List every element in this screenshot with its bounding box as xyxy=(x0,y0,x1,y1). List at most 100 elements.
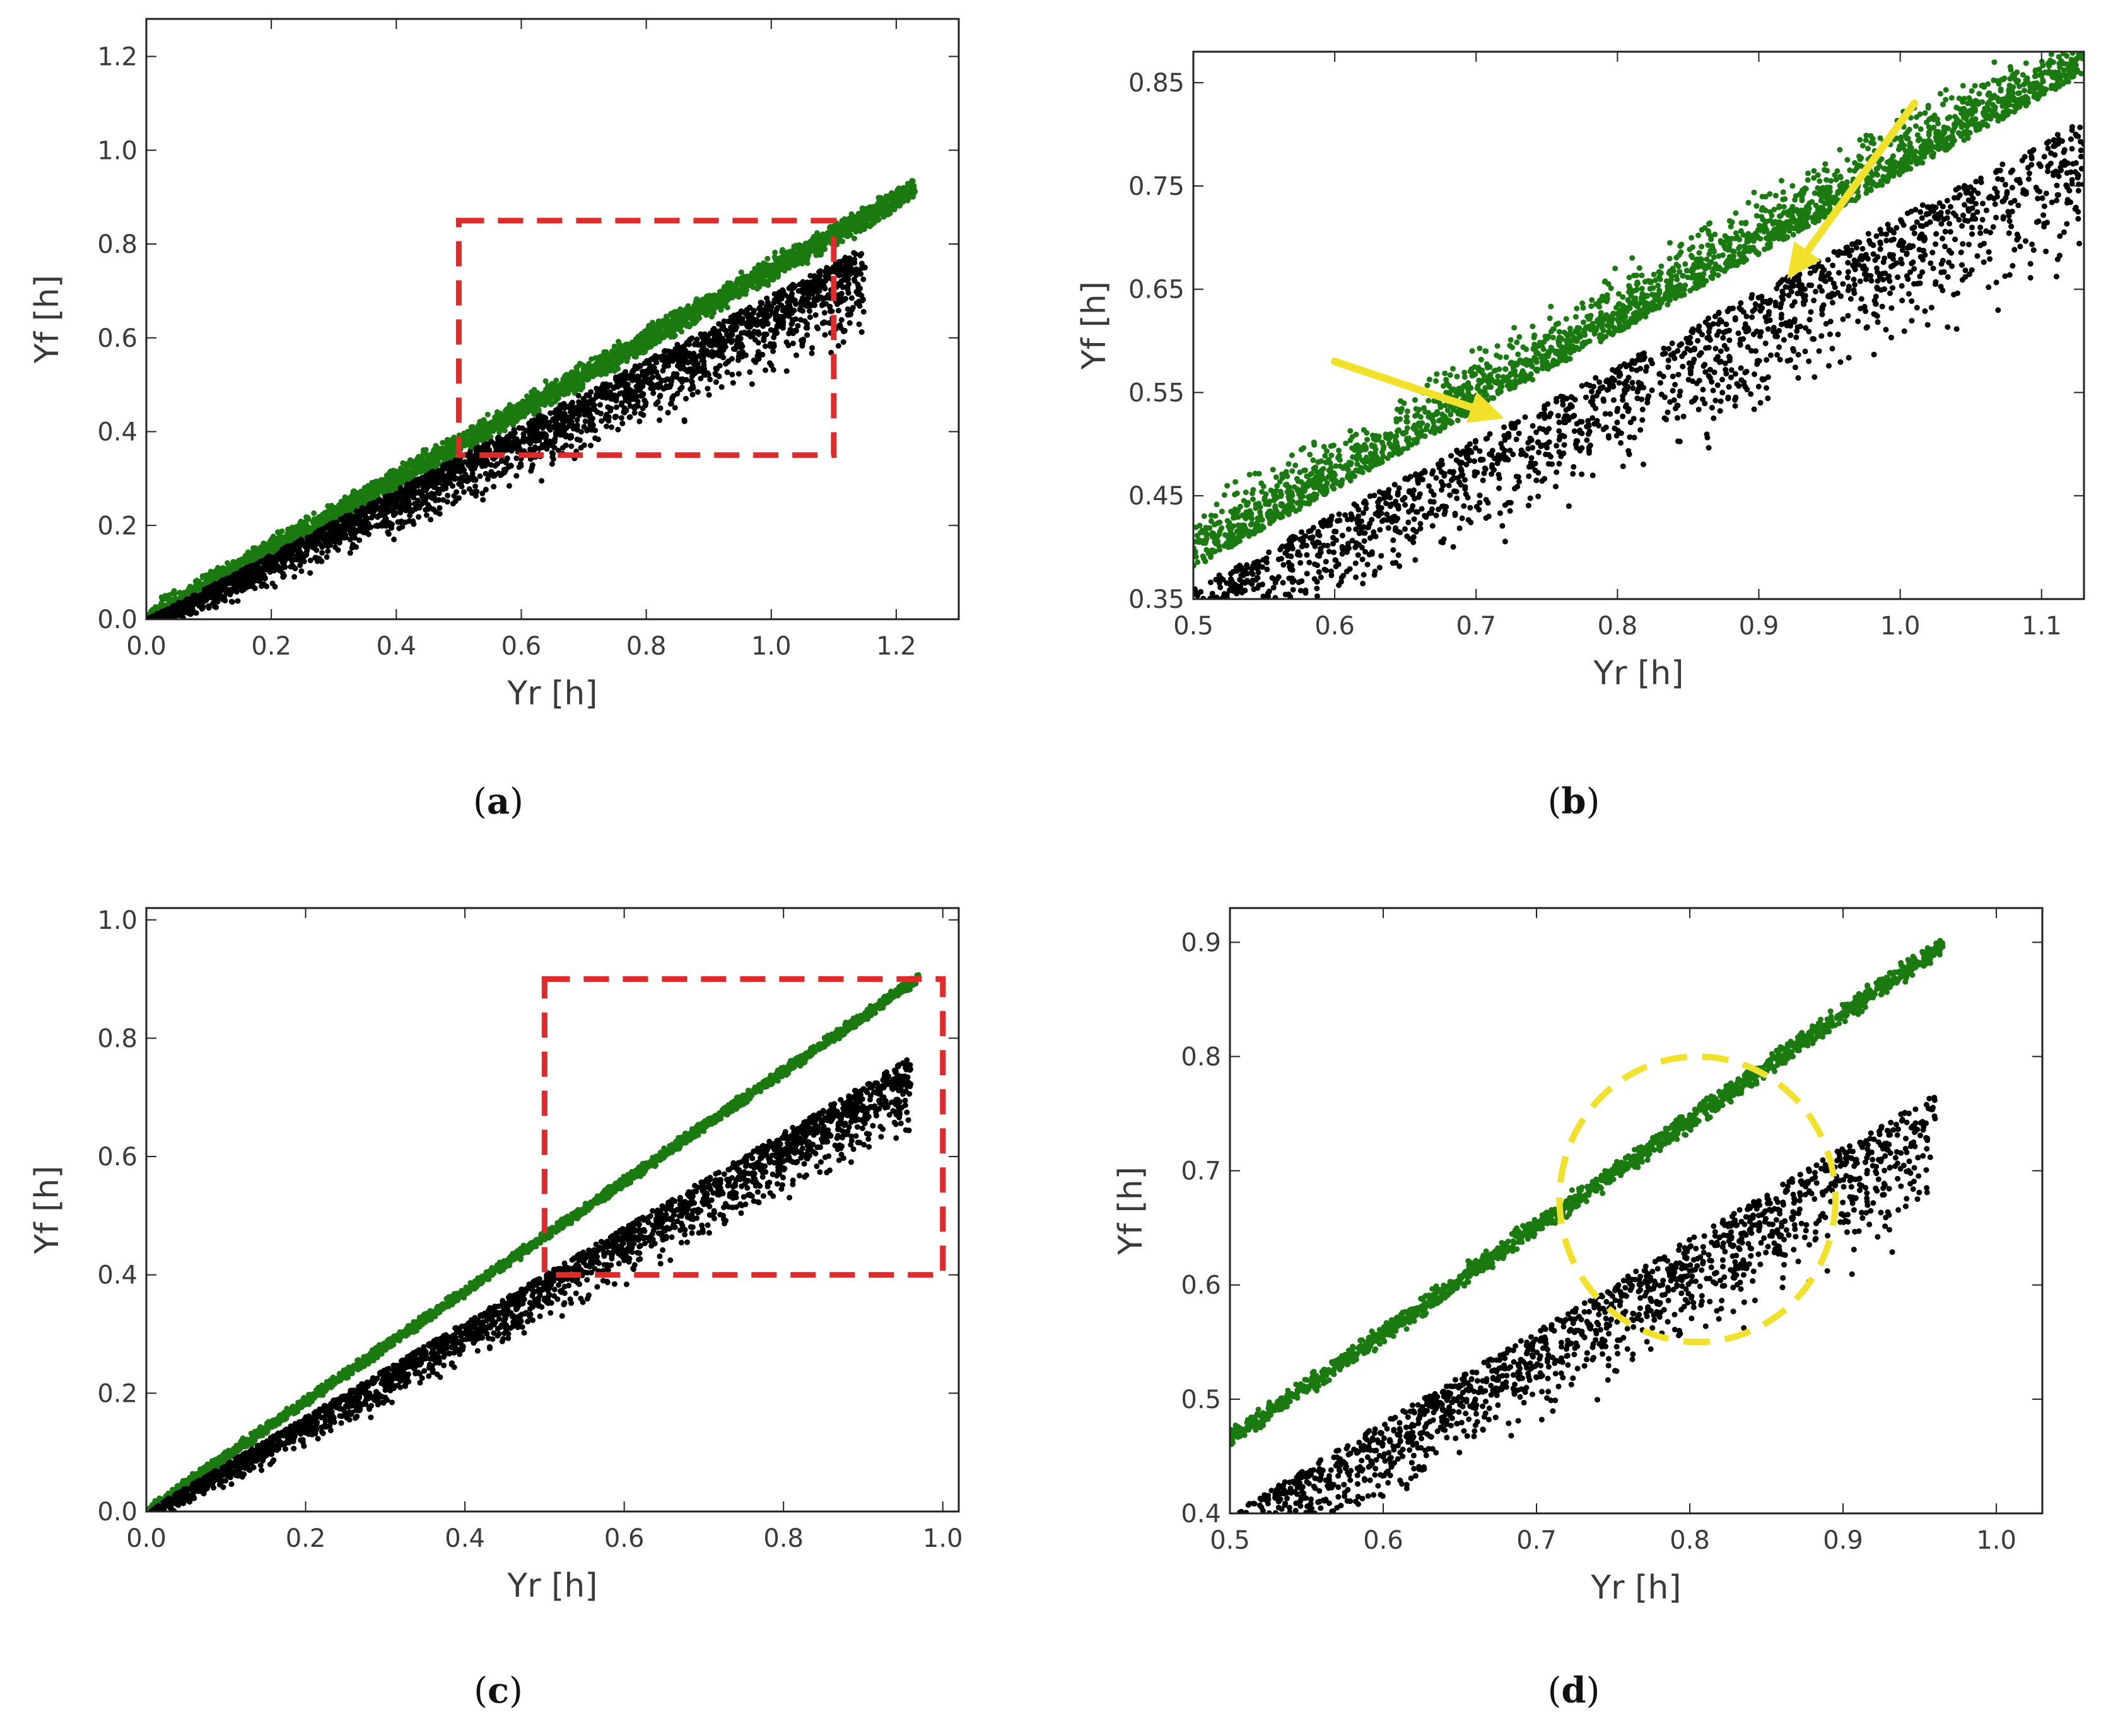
panel-a-point-black xyxy=(718,384,725,390)
panel-a-point-green xyxy=(194,578,200,584)
panel-a-point-black xyxy=(570,399,575,405)
panel-a-point-black xyxy=(516,464,522,470)
panel-a-point-green xyxy=(738,269,744,276)
panel-a-point-green xyxy=(484,428,490,434)
panel-a-point-black xyxy=(840,339,846,345)
panel-a-point-green xyxy=(443,445,450,451)
panel-a-point-green xyxy=(342,504,348,510)
panel-a-point-black xyxy=(626,414,633,421)
panel-a-point-green xyxy=(237,561,243,567)
panel-a-point-green xyxy=(846,216,852,222)
panel-a-point-green xyxy=(780,247,786,253)
panel-a-point-black xyxy=(745,323,751,330)
panel-a-point-green xyxy=(543,388,549,395)
panel-a-point-green xyxy=(350,497,356,503)
panel-a-point-green xyxy=(604,359,611,365)
panel-a-point-black xyxy=(529,462,535,468)
panel-a-point-black xyxy=(428,516,434,523)
panel-a-point-green xyxy=(670,312,676,318)
panel-a-series-black xyxy=(146,250,868,619)
panel-a-series-green xyxy=(146,178,918,619)
panel-a-point-green xyxy=(641,341,647,347)
panel-a-point-green xyxy=(500,419,506,426)
panel-a-point-green xyxy=(693,296,699,302)
panel-a-point-green xyxy=(822,234,829,240)
panel-a-point-green xyxy=(563,387,570,393)
panel-a-point-green xyxy=(801,250,807,257)
panel-a-point-green xyxy=(368,488,375,494)
panel-a-point-green xyxy=(889,190,895,196)
panel-a-point-green xyxy=(861,226,867,232)
panel-a-point-green xyxy=(850,226,857,233)
panel-a-point-black xyxy=(452,461,459,467)
panel-a-point-green xyxy=(771,254,778,260)
panel-a-point-green xyxy=(210,575,216,581)
panel-a-point-black xyxy=(539,478,545,484)
panel-a-point-green xyxy=(908,192,914,199)
panel-a-point-green xyxy=(561,392,567,398)
panel-a-point-green xyxy=(312,519,318,525)
panel-a-point-green xyxy=(870,206,876,213)
panel-a-point-black xyxy=(484,441,490,447)
panel-a-point-black xyxy=(833,262,840,268)
panel-a-point-green xyxy=(288,527,295,533)
panel-a-point-green xyxy=(782,265,788,271)
panel-a-point-green xyxy=(611,368,617,374)
panel-a-point-green xyxy=(623,341,629,347)
panel-a-point-green xyxy=(438,455,445,461)
panel-a-point-green xyxy=(554,396,561,402)
panel-a-point-green xyxy=(909,178,915,184)
panel-a-point-green xyxy=(773,266,779,272)
panel-a-point-green xyxy=(879,209,885,215)
panel-a-point-black xyxy=(397,510,404,516)
panel-a-point-green xyxy=(778,257,785,264)
panel-a-point-green xyxy=(653,338,660,344)
panel-a-point-black xyxy=(650,390,657,396)
panel-a-point-green xyxy=(764,255,771,262)
panel-a-point-black xyxy=(395,519,401,525)
panel-a-point-green xyxy=(402,461,409,467)
panel-a-point-green xyxy=(828,224,833,230)
panel-a-point-green xyxy=(727,280,734,286)
panel-a-point-black xyxy=(477,473,483,479)
panel-a-point-green xyxy=(684,306,691,312)
panel-a-point-black xyxy=(825,274,831,280)
panel-a-point-black xyxy=(857,252,863,258)
panel-a-point-green xyxy=(704,306,710,312)
panel-a-point-black xyxy=(838,317,845,323)
panel-a-point-black xyxy=(743,352,749,358)
panel-a-point-black xyxy=(454,489,460,495)
panel-a-point-black xyxy=(657,393,663,400)
panel-a-point-green xyxy=(640,347,647,353)
panel-a-point-green xyxy=(332,515,338,521)
panel-a-point-green xyxy=(655,321,661,327)
panel-a-point-green xyxy=(531,387,537,393)
panel-a-point-green xyxy=(679,308,686,314)
panel-a-point-green xyxy=(562,378,568,384)
panel-a-point-black xyxy=(513,455,520,462)
panel-a-point-green xyxy=(852,235,857,242)
panel-a-point-green xyxy=(433,454,440,460)
panel-a-point-green xyxy=(551,383,556,390)
panel-a-point-green xyxy=(440,440,446,446)
panel-a-point-green xyxy=(911,183,917,189)
panel-a-point-green xyxy=(624,358,630,364)
panel-a-point-green xyxy=(640,333,646,339)
panel-a-point-green xyxy=(812,248,818,254)
panel-a-point-green xyxy=(270,533,276,540)
panel-a-point-green xyxy=(724,296,730,303)
panel-a-point-black xyxy=(848,295,855,301)
panel-a-point-black xyxy=(790,341,796,347)
panel-a-point-green xyxy=(377,488,383,494)
panel-a-point-green xyxy=(664,317,670,323)
panel-a-point-green xyxy=(456,432,462,438)
panel-a-point-green xyxy=(466,441,472,447)
panel-a-point-green xyxy=(488,425,494,431)
panel-a-point-green xyxy=(754,286,761,292)
panel-a-point-black xyxy=(767,360,773,366)
panel-a-point-green xyxy=(532,404,538,411)
panel-a-point-green xyxy=(729,287,735,293)
panel-a-point-black xyxy=(644,358,650,364)
panel-a-point-green xyxy=(896,202,903,209)
